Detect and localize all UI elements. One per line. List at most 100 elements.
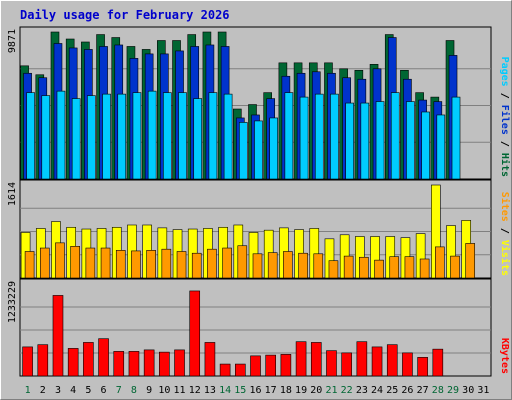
bar-sites-day-9 (146, 250, 156, 279)
bar-pages-day-10 (163, 92, 172, 180)
bar-kbytes-day-6 (98, 338, 109, 377)
bar-sites-day-17 (267, 252, 278, 279)
bar-sites-day-4 (70, 246, 80, 279)
day-label: 16 (249, 385, 261, 396)
day-label: 6 (101, 385, 107, 396)
max-label-middle: 1614 (7, 182, 18, 206)
bar-sites-day-18 (283, 251, 293, 279)
day-label: 7 (116, 385, 122, 396)
bar-sites-day-11 (176, 251, 187, 279)
day-label: 31 (477, 385, 489, 396)
legend-entry-hits: Hits (499, 153, 511, 177)
bar-pages-day-18 (284, 92, 294, 180)
bar-kbytes-day-22 (341, 352, 352, 377)
legend-entry-files: Files (499, 105, 511, 135)
day-label: 17 (265, 385, 277, 396)
bar-sites-day-19 (298, 252, 308, 279)
bar-kbytes-day-4 (67, 348, 79, 377)
bar-pages-day-15 (239, 122, 248, 180)
bar-pages-day-1 (26, 92, 35, 180)
bar-kbytes-day-12 (189, 290, 201, 377)
bar-kbytes-day-10 (159, 351, 170, 377)
day-label: 13 (204, 385, 216, 396)
bar-sites-day-5 (85, 247, 96, 279)
bar-pages-day-21 (330, 93, 339, 180)
bar-kbytes-day-14 (219, 363, 231, 377)
legend-entry-sites: Sites (499, 192, 511, 222)
bar-sites-day-26 (404, 256, 415, 279)
bar-pages-day-12 (193, 98, 203, 180)
day-label: 28 (432, 385, 444, 396)
bar-sites-day-29 (450, 255, 460, 279)
bar-sites-day-10 (161, 248, 172, 279)
day-label: 9 (146, 385, 152, 396)
bar-pages-day-7 (117, 93, 127, 180)
bar-kbytes-day-5 (83, 342, 94, 377)
bar-sites-day-8 (131, 250, 141, 279)
bar-kbytes-day-17 (265, 354, 276, 377)
bar-pages-day-26 (406, 101, 415, 180)
bar-pages-day-13 (208, 92, 218, 180)
day-label: 18 (280, 385, 292, 396)
bar-sites-day-20 (313, 253, 324, 279)
bar-kbytes-day-9 (143, 349, 155, 377)
bar-kbytes-day-8 (128, 351, 140, 377)
day-label: 24 (371, 385, 383, 396)
bar-sites-day-15 (237, 245, 248, 279)
bar-kbytes-day-20 (310, 342, 322, 377)
bar-pages-day-28 (436, 114, 446, 180)
bar-sites-day-14 (222, 247, 232, 279)
bar-pages-day-11 (178, 92, 187, 180)
bar-pages-day-24 (375, 101, 385, 180)
bar-kbytes-day-18 (280, 354, 292, 377)
bar-pages-day-6 (102, 93, 111, 180)
day-label: 14 (219, 385, 231, 396)
day-label: 20 (310, 385, 322, 396)
day-label: 27 (417, 385, 429, 396)
day-label: 29 (447, 385, 459, 396)
bar-kbytes-day-25 (386, 344, 398, 377)
legend-bottom: KBytes (499, 338, 510, 374)
bar-sites-day-3 (55, 242, 65, 279)
bar-pages-day-3 (56, 90, 66, 180)
bar-sites-day-25 (389, 256, 400, 279)
day-label: 25 (386, 385, 398, 396)
day-label: 15 (234, 385, 246, 396)
bar-sites-day-13 (207, 248, 217, 279)
day-label: 12 (189, 385, 201, 396)
bar-kbytes-day-1 (22, 346, 33, 377)
day-label: 1 (25, 385, 31, 396)
max-label-bottom: 1233229 (7, 281, 18, 323)
bar-pages-day-19 (299, 96, 309, 180)
bar-sites-day-22 (343, 255, 354, 279)
bar-sites-day-28 (435, 246, 445, 279)
bar-kbytes-day-16 (250, 355, 261, 377)
day-label: 26 (401, 385, 413, 396)
day-label: 11 (174, 385, 186, 396)
bar-sites-day-23 (359, 256, 369, 279)
bar-kbytes-day-27 (417, 357, 428, 377)
bar-pages-day-29 (451, 96, 461, 180)
legend-entry-kbytes: KBytes (499, 338, 510, 374)
bar-kbytes-day-28 (432, 348, 444, 377)
bar-sites-day-2 (39, 247, 50, 279)
bar-pages-day-5 (87, 95, 96, 180)
legend-top: Pages / Files / Hits (499, 57, 511, 177)
bar-kbytes-day-11 (174, 349, 185, 377)
bar-pages-day-14 (223, 93, 233, 180)
bar-sites-day-12 (191, 252, 202, 279)
bar-sites-day-6 (100, 247, 111, 279)
legend-entry-pages: Pages (499, 57, 510, 87)
day-label: 4 (70, 385, 76, 396)
bar-pages-day-9 (147, 90, 157, 180)
bar-kbytes-day-21 (326, 350, 337, 377)
legend-entry-visits: Visits (499, 240, 511, 276)
day-label: 5 (85, 385, 91, 396)
chart-title: Daily usage for February 2026 (20, 8, 230, 22)
bar-kbytes-day-7 (113, 351, 125, 377)
day-label: 2 (40, 385, 46, 396)
bar-pages-day-17 (269, 117, 278, 180)
bar-sites-day-30 (465, 243, 476, 279)
bar-sites-day-24 (374, 259, 384, 279)
